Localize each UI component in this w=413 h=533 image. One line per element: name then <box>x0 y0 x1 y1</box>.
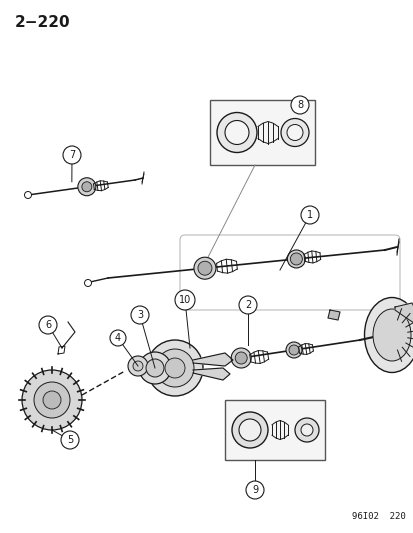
Circle shape <box>300 206 318 224</box>
Text: 9: 9 <box>252 485 257 495</box>
Polygon shape <box>192 368 230 380</box>
Circle shape <box>290 96 308 114</box>
Circle shape <box>193 257 216 279</box>
Text: 1: 1 <box>306 210 312 220</box>
Circle shape <box>22 370 82 430</box>
Circle shape <box>156 349 194 387</box>
Circle shape <box>175 290 195 310</box>
Circle shape <box>131 306 149 324</box>
Circle shape <box>230 348 251 368</box>
Text: 2−220: 2−220 <box>15 15 71 30</box>
Circle shape <box>43 391 61 409</box>
Text: 96I02  220: 96I02 220 <box>351 512 405 521</box>
Circle shape <box>110 330 126 346</box>
Circle shape <box>231 412 267 448</box>
Circle shape <box>39 316 57 334</box>
Circle shape <box>84 279 91 287</box>
Circle shape <box>238 419 260 441</box>
Circle shape <box>128 356 147 376</box>
Circle shape <box>34 382 70 418</box>
Circle shape <box>63 146 81 164</box>
Circle shape <box>245 481 263 499</box>
Circle shape <box>285 342 301 358</box>
Circle shape <box>238 296 256 314</box>
Bar <box>209 100 314 165</box>
Bar <box>224 400 324 460</box>
Ellipse shape <box>372 309 410 361</box>
Circle shape <box>197 261 211 275</box>
Text: 7: 7 <box>69 150 75 160</box>
Text: 5: 5 <box>67 435 73 445</box>
Circle shape <box>216 112 256 152</box>
Circle shape <box>224 120 248 144</box>
Circle shape <box>133 361 142 371</box>
Circle shape <box>235 352 247 364</box>
Circle shape <box>287 250 305 268</box>
Text: 8: 8 <box>296 100 302 110</box>
Circle shape <box>146 359 164 377</box>
Text: 4: 4 <box>115 333 121 343</box>
Ellipse shape <box>363 297 413 373</box>
Circle shape <box>61 431 79 449</box>
Polygon shape <box>327 310 339 320</box>
Circle shape <box>290 253 301 265</box>
Circle shape <box>24 191 31 198</box>
Text: 2: 2 <box>244 300 251 310</box>
Circle shape <box>139 352 171 384</box>
Text: 10: 10 <box>178 295 191 305</box>
Circle shape <box>165 358 185 378</box>
Polygon shape <box>394 303 413 323</box>
Circle shape <box>147 340 202 396</box>
Circle shape <box>78 177 96 196</box>
Circle shape <box>294 418 318 442</box>
Circle shape <box>82 182 92 192</box>
Circle shape <box>288 345 298 355</box>
Text: 6: 6 <box>45 320 51 330</box>
Circle shape <box>286 125 302 141</box>
Circle shape <box>300 424 312 436</box>
Circle shape <box>280 118 308 147</box>
Text: 3: 3 <box>137 310 143 320</box>
Polygon shape <box>192 353 233 366</box>
